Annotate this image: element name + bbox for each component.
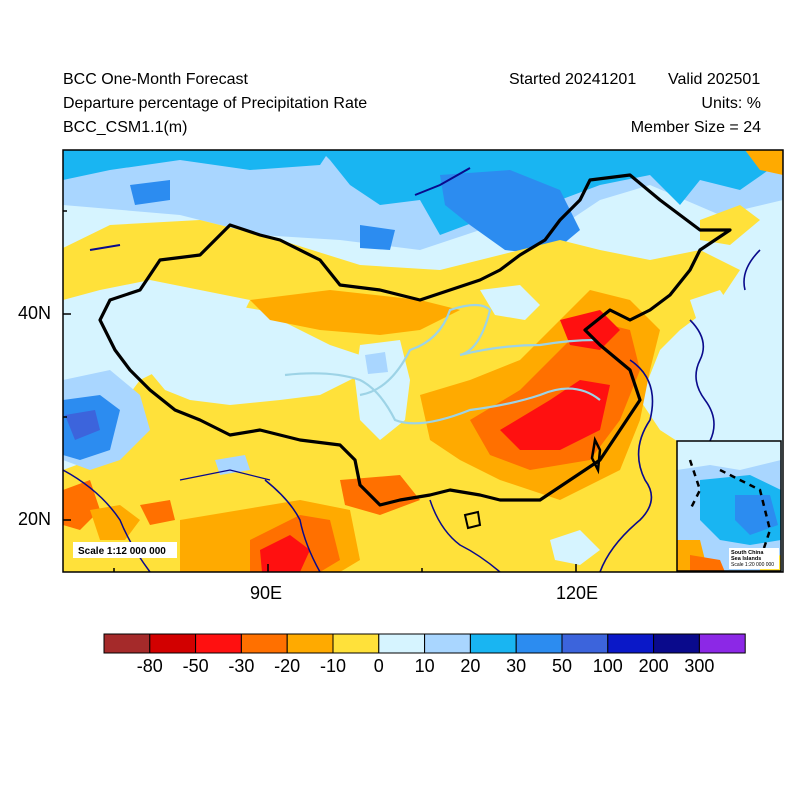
- lat-label-20n: 20N: [18, 509, 52, 529]
- colorbar-swatch: [195, 633, 242, 654]
- colorbar-label: 200: [638, 656, 669, 676]
- lon-label-90e: 90E: [250, 583, 283, 603]
- colorbar-label: 20: [460, 656, 481, 676]
- colorbar-label: 50: [551, 656, 573, 676]
- model-text: BCC_CSM1.1(m): [63, 119, 188, 136]
- variable-text: Departure percentage of Precipitation Ra…: [63, 95, 368, 112]
- colorbar-swatch: [469, 633, 517, 654]
- colorbar: [103, 633, 746, 654]
- south-china-sea-inset: [676, 440, 782, 572]
- inset-title-2: Sea Islands: [731, 556, 761, 562]
- colorbar-swatch: [332, 633, 380, 654]
- lon-label-120e: 120E: [556, 583, 599, 603]
- colorbar-swatch: [240, 633, 288, 654]
- valid-month: Valid 202501: [668, 71, 761, 88]
- colorbar-label: -30: [228, 656, 255, 676]
- colorbar-swatch: [424, 633, 471, 654]
- yangtze-river: [284, 372, 601, 425]
- colorbar-label: -50: [182, 656, 209, 676]
- colorbar-swatch: [561, 633, 609, 654]
- lat-label-40n: 40N: [18, 303, 52, 323]
- china-border: [98, 173, 732, 507]
- scale-text: Scale 1:12 000 000: [78, 546, 166, 557]
- colorbar-swatch: [103, 633, 151, 654]
- colorbar-label: 30: [506, 656, 527, 676]
- colorbar-swatch: [286, 633, 334, 654]
- inset-title-1: South China: [731, 550, 764, 556]
- colorbar-swatch: [515, 633, 563, 654]
- title-text: BCC One-Month Forecast: [63, 71, 248, 88]
- colorbar-label: -10: [319, 656, 347, 676]
- started-date: Started 20241201: [509, 71, 637, 88]
- colorbar-swatch: [653, 633, 700, 654]
- yellow-river: [359, 303, 596, 397]
- colorbar-label: 10: [414, 656, 435, 676]
- member-size-text: Member Size = 24: [630, 119, 761, 136]
- colorbar-label: -80: [136, 656, 163, 676]
- colorbar-swatch: [607, 633, 655, 654]
- precipitation-field: [63, 150, 783, 572]
- colorbar-swatch: [698, 633, 746, 654]
- colorbar-label: 0: [373, 656, 384, 676]
- colorbar-swatch: [149, 633, 197, 654]
- colorbar-swatch: [378, 633, 426, 654]
- scale-box: [73, 542, 177, 558]
- colorbar-label: -20: [274, 656, 301, 676]
- units-text: Units: %: [701, 95, 761, 112]
- colorbar-label: 300: [684, 656, 715, 676]
- colorbar-label: 100: [592, 656, 623, 676]
- map-frame: [62, 149, 784, 573]
- inset-scale: Scale 1:20 000 000: [731, 562, 774, 568]
